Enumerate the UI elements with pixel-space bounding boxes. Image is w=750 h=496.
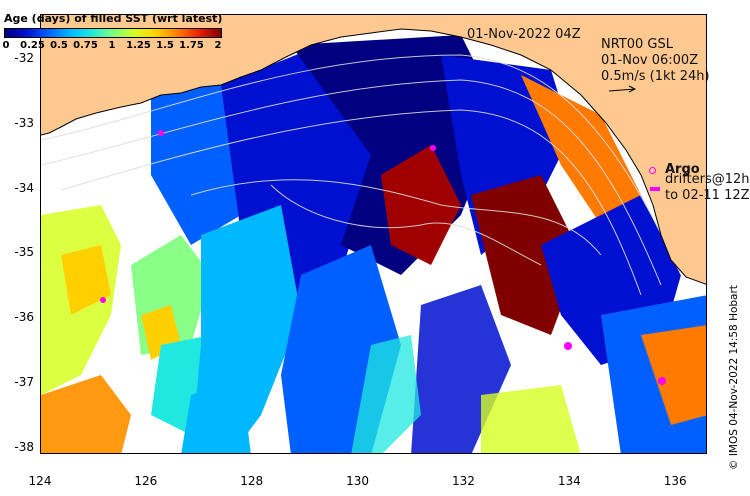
ocean-area [41, 29, 706, 453]
longitude-tick-label: 124 [28, 474, 52, 488]
latitude-tick-label: -36 [14, 310, 34, 325]
longitude-tick-label: 130 [346, 474, 370, 488]
argo-float-marker [430, 145, 436, 151]
colorbar [4, 28, 222, 38]
drifter-legend-icon [650, 187, 660, 191]
argo-floats [100, 130, 666, 385]
colorbar-tick-label: 0.75 [73, 40, 98, 51]
velocity-contours [41, 54, 682, 296]
colorbar-tick-label: 1 [108, 40, 116, 51]
product-name: NRT00 GSL [601, 37, 673, 52]
longitude-tick-label: 134 [557, 474, 581, 488]
longitude-tick-label: 136 [663, 474, 687, 488]
colorbar-tick-label: 0 [2, 40, 10, 51]
latitude-tick-label: -33 [14, 116, 34, 130]
product-time: 01-Nov 06:00Z [601, 53, 699, 68]
argo-label: Argo [665, 162, 700, 177]
sst-map [40, 14, 707, 454]
credit-text: © IMOS 04-Nov-2022 14:58 Hobart [728, 285, 740, 470]
latitude-tick-label: -34 [14, 180, 34, 195]
longitude-tick-label: 132 [452, 474, 475, 488]
argo-float-marker [658, 377, 666, 385]
coastline [41, 28, 706, 285]
drifters-time-label: to 02-11 12Z [665, 188, 750, 203]
colorbar-tick-label: 1.5 [156, 40, 174, 51]
latitude-tick-label: -32 [14, 51, 34, 66]
colorbar-tick-label: 2 [214, 40, 222, 51]
argo-float-marker [158, 130, 164, 136]
latitude-tick-label: -35 [14, 245, 34, 260]
velocity-scale-arrow [608, 85, 637, 93]
colorbar-tick-label: 1.25 [126, 40, 151, 51]
colorbar-tick-label: 0.5 [50, 40, 68, 51]
legend-title: Age (days) of filled SST (wrt latest) [4, 12, 223, 25]
argo-legend-icon [649, 167, 656, 174]
colorbar-tick-label: 1.75 [179, 40, 204, 51]
longitude-tick-label: 126 [134, 474, 158, 488]
latitude-tick-label: -38 [14, 439, 34, 454]
latitude-tick-label: -37 [14, 374, 34, 389]
sst-map-canvas [41, 15, 706, 453]
longitude-tick-label: 128 [240, 474, 264, 488]
velocity-scale-label: 0.5m/s (1kt 24h) [601, 69, 710, 84]
argo-float-marker [564, 342, 572, 350]
argo-float-marker [100, 297, 106, 303]
colorbar-tick-label: 0.25 [20, 40, 45, 51]
drifters-label: drifters@12h [665, 172, 750, 187]
map-timestamp: 01-Nov-2022 04Z [467, 27, 581, 42]
